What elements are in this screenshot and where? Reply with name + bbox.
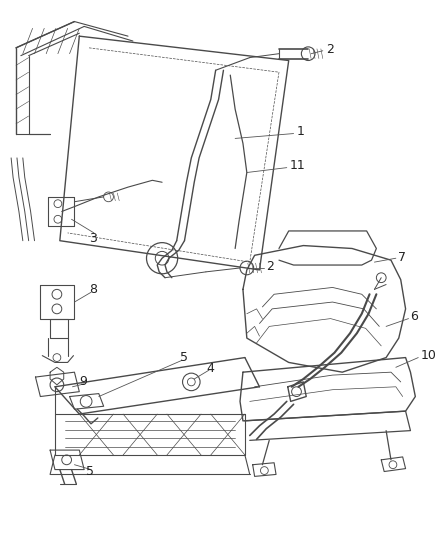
Text: 9: 9	[79, 375, 87, 389]
Text: 1: 1	[297, 125, 304, 138]
Text: 5: 5	[86, 465, 94, 478]
Text: 6: 6	[410, 310, 418, 323]
Text: 8: 8	[89, 283, 97, 296]
Text: 10: 10	[420, 349, 436, 362]
Text: 4: 4	[206, 362, 214, 375]
Text: 7: 7	[398, 251, 406, 264]
Text: 11: 11	[290, 159, 305, 172]
Text: 5: 5	[180, 351, 187, 364]
Text: 2: 2	[326, 43, 334, 56]
Text: 3: 3	[89, 232, 97, 245]
Text: 2: 2	[266, 261, 274, 273]
